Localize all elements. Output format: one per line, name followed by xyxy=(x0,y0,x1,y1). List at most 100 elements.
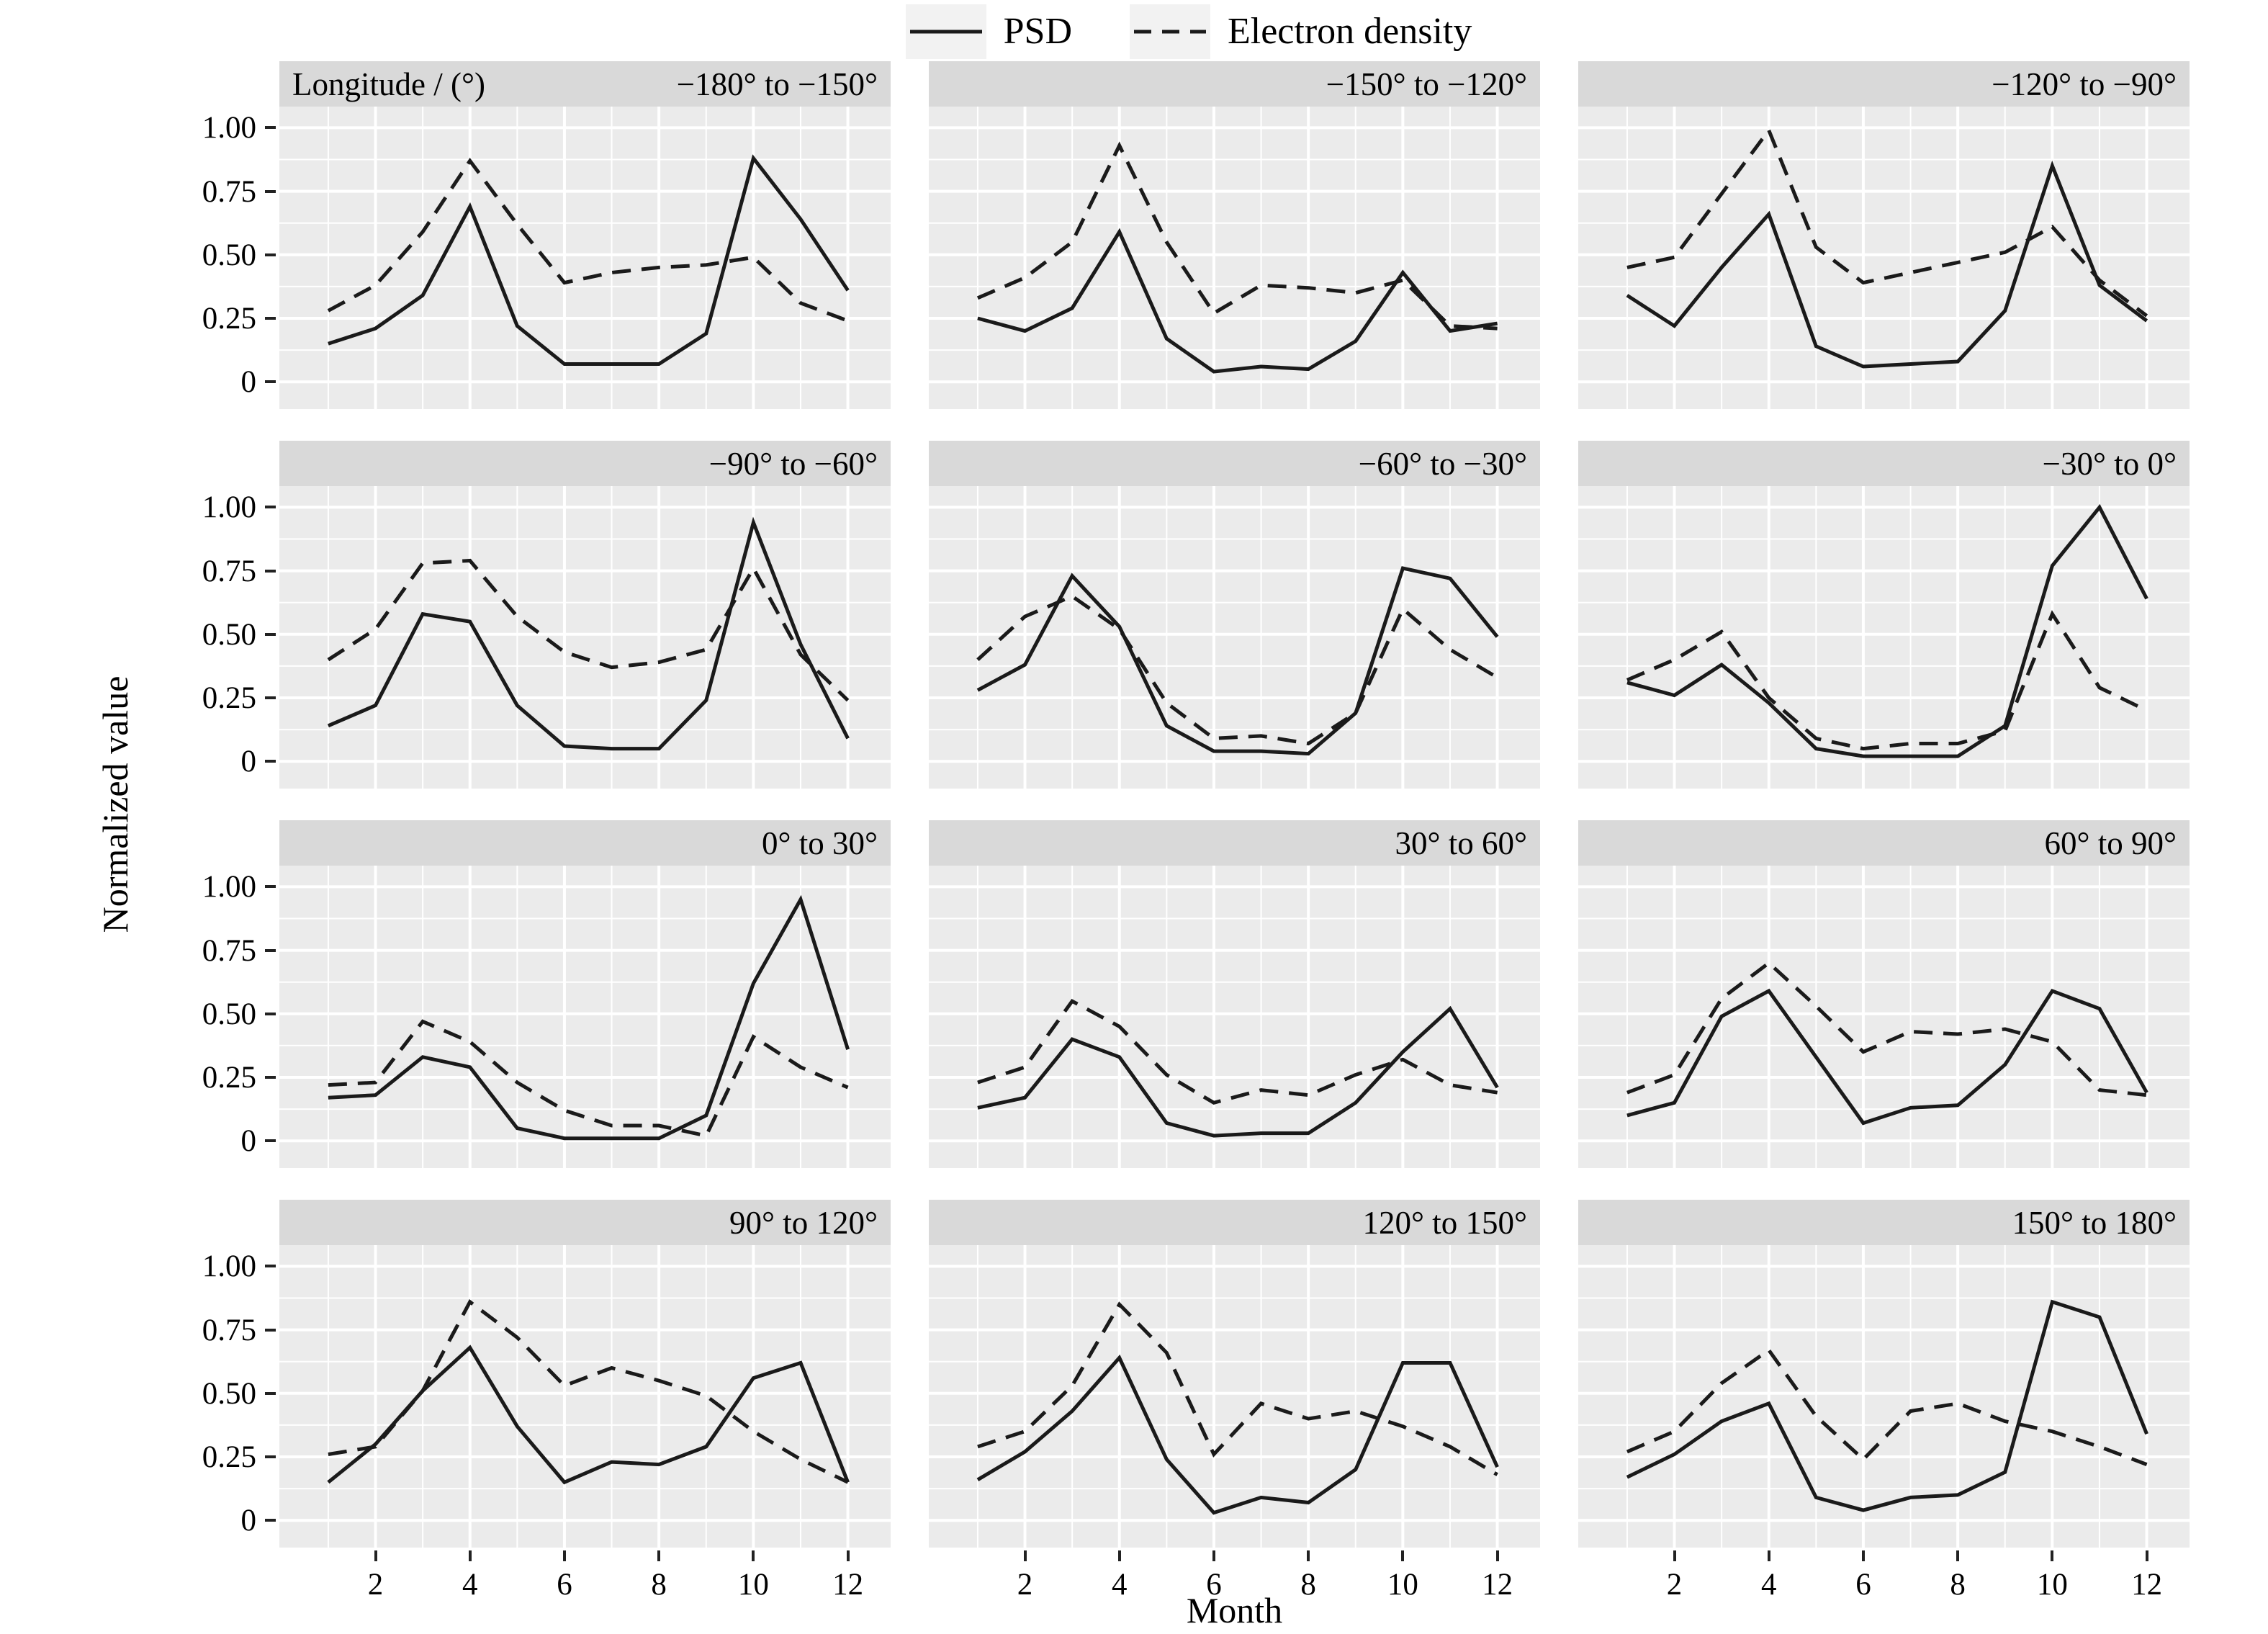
y-tick-mark xyxy=(265,1391,276,1395)
facet-strip-title: −150° to −120° xyxy=(1326,66,1527,102)
plot-area xyxy=(1578,866,2190,1168)
electron-density-line xyxy=(1626,610,2148,751)
y-tick-mark xyxy=(265,1139,276,1143)
y-tick-label: 0.50 xyxy=(202,617,256,652)
facet-strip: −90° to −60° xyxy=(279,441,891,486)
y-tick-label: 0.75 xyxy=(202,1313,256,1347)
y-tick-mark xyxy=(265,126,276,130)
y-tick-label: 0 xyxy=(240,1504,257,1538)
y-tick-mark xyxy=(265,1328,276,1332)
y-tick-label: 0.25 xyxy=(202,1440,256,1474)
facet-panel: −120° to −90° xyxy=(1578,61,2190,409)
x-tick-mark xyxy=(1307,1550,1310,1561)
legend-label-electron-density: Electron density xyxy=(1228,11,1472,52)
y-tick-mark xyxy=(265,253,276,256)
psd-line xyxy=(976,1354,1499,1515)
plot-area xyxy=(929,486,1540,789)
y-tick-label: 1.00 xyxy=(202,1249,256,1284)
x-tick-mark xyxy=(846,1550,850,1561)
facet-strip-title: 30° to 60° xyxy=(1395,825,1528,861)
x-tick-mark xyxy=(374,1550,377,1561)
plot-area xyxy=(279,107,891,409)
facet-strip: Longitude / (°) −180° to −150° xyxy=(279,61,891,107)
x-tick-label: 2 xyxy=(367,1568,384,1602)
facet-strip-title: −180° to −150° xyxy=(676,66,878,102)
psd-line xyxy=(327,1345,850,1485)
facet-strip-title: 150° to 180° xyxy=(2012,1204,2177,1241)
y-tick-label: 0 xyxy=(240,745,257,779)
y-tick-mark xyxy=(265,885,276,889)
y-tick-mark xyxy=(265,632,276,636)
plot-area xyxy=(1578,107,2190,409)
facet-strip-title: −90° to −60° xyxy=(708,445,878,482)
plot-area xyxy=(279,866,891,1168)
x-tick-label: 12 xyxy=(1482,1568,1513,1602)
x-tick-mark xyxy=(1495,1550,1499,1561)
y-tick-mark xyxy=(265,189,276,193)
plot-area xyxy=(279,1245,891,1548)
facet-strip-title: −120° to −90° xyxy=(1992,66,2177,102)
electron-density-line xyxy=(328,1299,849,1484)
plot-area xyxy=(929,1245,1540,1548)
electron-density-line xyxy=(327,157,849,323)
x-tick-label: 8 xyxy=(651,1568,667,1602)
y-tick-label: 0.25 xyxy=(202,681,256,715)
psd-line xyxy=(1626,160,2148,369)
facet-panel: 30° to 60° xyxy=(929,820,1540,1168)
panel-background xyxy=(279,1245,891,1548)
plot-area xyxy=(1578,486,2190,789)
legend-item-electron-density: Electron density xyxy=(1130,4,1472,59)
plot-area xyxy=(929,107,1540,409)
y-tick-mark xyxy=(265,506,276,509)
y-tick-mark xyxy=(265,1265,276,1268)
x-tick-mark xyxy=(1767,1550,1770,1561)
facet-strip: −30° to 0° xyxy=(1578,441,2190,486)
x-tick-label: 2 xyxy=(1017,1568,1033,1602)
electron-density-line xyxy=(977,998,1498,1105)
facet-variable-label: Longitude / (°) xyxy=(292,66,485,102)
facet-panel: 90° to 120° xyxy=(279,1200,891,1548)
plot-area xyxy=(929,866,1540,1168)
y-tick-label: 0.25 xyxy=(202,302,256,336)
x-tick-mark xyxy=(562,1550,566,1561)
y-tick-label: 0.25 xyxy=(202,1061,256,1095)
x-tick-label: 12 xyxy=(2131,1568,2163,1602)
panel-background xyxy=(929,486,1540,789)
facet-panel: 0° to 30° xyxy=(279,820,891,1168)
x-tick-label: 2 xyxy=(1666,1568,1683,1602)
x-tick-label: 10 xyxy=(1387,1568,1418,1602)
psd-line xyxy=(328,894,850,1141)
y-tick-mark xyxy=(265,1076,276,1079)
y-tick-mark xyxy=(265,948,276,952)
psd-line xyxy=(976,566,1499,756)
plot-area xyxy=(279,486,891,789)
panel-background xyxy=(929,107,1540,409)
y-tick-mark xyxy=(265,317,276,320)
y-tick-label: 0 xyxy=(240,365,257,400)
y-tick-mark xyxy=(265,1012,276,1015)
x-tick-label: 4 xyxy=(462,1568,478,1602)
electron-density-line xyxy=(327,558,850,702)
panel-background xyxy=(929,866,1540,1168)
facet-strip: −60° to −30° xyxy=(929,441,1540,486)
y-tick-mark xyxy=(265,696,276,699)
psd-line xyxy=(327,516,850,751)
psd-line xyxy=(328,154,850,366)
psd-line xyxy=(977,1005,1499,1138)
x-axis-title: Month xyxy=(1186,1590,1283,1630)
panel-background xyxy=(1578,1245,2190,1548)
y-tick-mark xyxy=(265,1519,276,1522)
psd-line xyxy=(1626,503,2148,758)
legend-item-psd: PSD xyxy=(905,4,1072,59)
electron-density-line xyxy=(1626,960,2147,1097)
x-tick-mark xyxy=(1212,1550,1215,1561)
x-tick-mark xyxy=(468,1550,472,1561)
facet-strip: 60° to 90° xyxy=(1578,820,2190,866)
facet-strip-title: 60° to 90° xyxy=(2044,825,2177,861)
facet-panel: −60° to −30° xyxy=(929,441,1540,789)
facet-panel: −150° to −120° xyxy=(929,61,1540,409)
x-tick-mark xyxy=(1117,1550,1121,1561)
y-tick-mark xyxy=(265,569,276,573)
x-tick-label: 8 xyxy=(1950,1568,1966,1602)
solid-line-key-icon xyxy=(905,4,986,59)
